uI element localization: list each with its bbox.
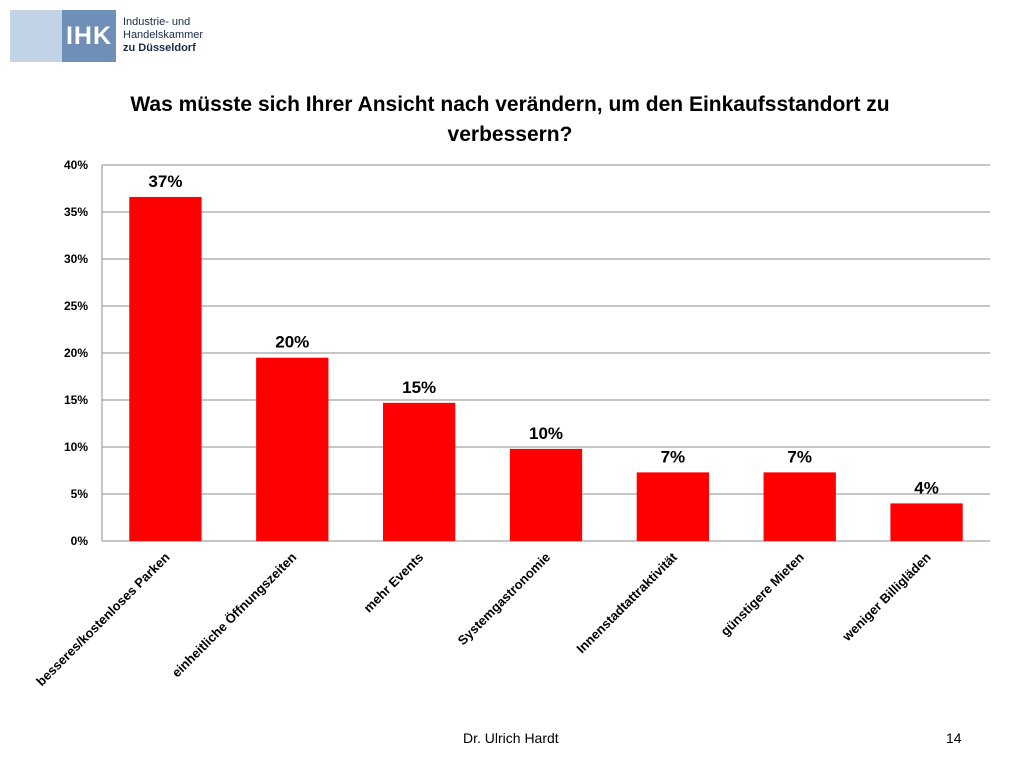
y-tick-label: 10% bbox=[64, 440, 88, 454]
chart-title: Was müsste sich Ihrer Ansicht nach verän… bbox=[130, 93, 890, 146]
data-label: 7% bbox=[787, 447, 812, 466]
bar bbox=[256, 357, 329, 541]
data-label: 20% bbox=[275, 333, 309, 352]
data-label: 10% bbox=[529, 424, 563, 443]
x-tick-label: Innenstadtattraktivität bbox=[573, 549, 680, 656]
x-tick-label: einheitliche Öffnungszeiten bbox=[169, 549, 300, 680]
bar bbox=[890, 503, 963, 541]
logo-light-block bbox=[10, 10, 62, 62]
data-label: 15% bbox=[402, 378, 436, 397]
x-tick-label: besseres/kostenloses Parken bbox=[33, 549, 172, 688]
bar bbox=[509, 448, 583, 541]
logo-line-1: Industrie- und Handelskammer bbox=[123, 16, 204, 41]
x-tick-label: Systemgastronomie bbox=[455, 550, 553, 648]
bar bbox=[382, 402, 456, 541]
page-number: 14 bbox=[946, 730, 962, 746]
y-tick-label: 0% bbox=[71, 534, 89, 548]
data-label: 37% bbox=[148, 172, 182, 191]
y-tick-label: 30% bbox=[64, 252, 88, 266]
footer-author: Dr. Ulrich Hardt bbox=[463, 730, 559, 746]
logo-text: Industrie- und Handelskammer zu Düsseldo… bbox=[123, 16, 260, 55]
y-tick-label: 25% bbox=[64, 299, 88, 313]
y-tick-label: 40% bbox=[64, 158, 88, 172]
x-tick-label: weniger Billigläden bbox=[839, 549, 934, 644]
y-tick-label: 5% bbox=[71, 487, 89, 501]
ihk-logo: IHK Industrie- und Handelskammer zu Düss… bbox=[10, 10, 260, 62]
y-tick-label: 35% bbox=[64, 205, 88, 219]
x-tick-label: mehr Events bbox=[360, 550, 426, 616]
bar bbox=[763, 472, 836, 541]
x-tick-label: günstigere Mieten bbox=[718, 549, 807, 638]
data-label: 4% bbox=[914, 478, 939, 497]
bar bbox=[636, 472, 710, 541]
logo-line-2: zu Düsseldorf bbox=[123, 42, 196, 54]
logo-mark: IHK bbox=[62, 10, 116, 62]
y-tick-label: 15% bbox=[64, 393, 88, 407]
y-tick-label: 20% bbox=[64, 346, 88, 360]
data-label: 7% bbox=[661, 447, 686, 466]
bar bbox=[129, 196, 202, 541]
